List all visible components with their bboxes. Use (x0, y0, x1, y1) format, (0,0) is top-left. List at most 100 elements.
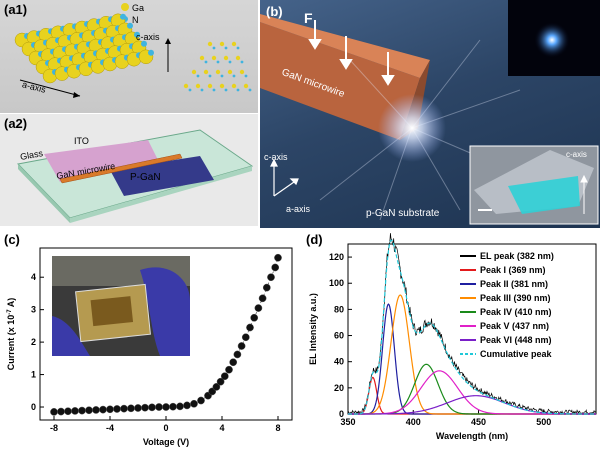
y-tick-label: 3 (31, 305, 36, 315)
legend-entry: Peak I (369 nm) (480, 265, 546, 275)
iv-point (50, 408, 58, 416)
y-axis-title: EL Intensity a.u.) (308, 293, 318, 365)
iv-point (99, 405, 107, 414)
side-n-atom (232, 74, 236, 78)
iv-chart: -8 -4 0 4 8 0 1 2 3 4 Voltage (V) Current (x 10-7 A… (6, 247, 293, 447)
panel-d-label: (d) (306, 232, 323, 247)
side-n-atom (208, 74, 212, 78)
legend-ga-dot (121, 3, 129, 11)
a-axis-arrow (19, 79, 81, 97)
el-chart: 350 400 450 500 0 20 40 60 80 100 120 Wavelength (n… (308, 233, 597, 441)
n-atom (134, 31, 140, 38)
legend-entry: Cumulative peak (480, 349, 553, 359)
iv-point (233, 350, 242, 359)
y-tick-label: 20 (334, 383, 344, 393)
iv-point (216, 377, 225, 386)
n-atom (120, 13, 126, 20)
side-ga-atom (219, 41, 225, 47)
legend-entry: Peak VI (448 nm) (480, 335, 552, 345)
panel-a1-label: (a1) (4, 2, 28, 17)
panel-c: -8 -4 0 4 8 0 1 2 3 4 Voltage (V) Current (x 10-7 A… (0, 230, 300, 451)
iv-point (274, 253, 282, 262)
side-n-atom (248, 88, 252, 92)
side-ga-atom (195, 83, 201, 89)
y-axis-title: Current (x 10-7 A) (6, 298, 16, 371)
n-atom (148, 49, 154, 56)
iv-point (271, 263, 280, 272)
legend-entry: Peak V (437 nm) (480, 321, 549, 331)
x-axis-title: Voltage (V) (143, 437, 189, 447)
legend-entry: Peak III (390 nm) (480, 293, 551, 303)
iv-point (225, 365, 233, 374)
side-ga-atom (239, 69, 245, 75)
iv-point (258, 294, 267, 303)
series-el-peak (347, 233, 597, 415)
iv-point (250, 313, 259, 322)
legend-ga: Ga (132, 3, 145, 13)
y-tick-label: 120 (329, 252, 344, 262)
substrate-label: p-GaN substrate (366, 208, 440, 219)
x-tick-label: -4 (106, 423, 114, 433)
iv-point (241, 333, 250, 342)
side-n-atom (212, 46, 216, 50)
side-n-atom (236, 46, 240, 50)
force-label: F (304, 10, 313, 26)
y-tick-label: 1 (31, 370, 36, 380)
series-peak-iv (348, 363, 596, 415)
y-tick-label: 100 (329, 278, 344, 288)
c-axis-label: c-axis (136, 32, 160, 42)
side-ga-atom (199, 55, 205, 61)
ito-label: ITO (74, 136, 89, 146)
panel-a2-label: (a2) (4, 116, 28, 131)
iv-point (64, 407, 72, 416)
iv-point (237, 342, 246, 350)
side-n-atom (200, 88, 204, 92)
c-axis-label: c-axis (264, 152, 288, 162)
glove-right (140, 267, 190, 356)
iv-point (229, 358, 238, 367)
series-peak-ii (348, 303, 596, 415)
y-tick-label: 0 (31, 402, 36, 412)
n-atom (127, 22, 133, 29)
side-n-atom (236, 88, 240, 92)
side-ga-atom (211, 55, 217, 61)
side-ga-atom (223, 55, 229, 61)
x-tick-label: 450 (471, 417, 486, 427)
iv-point (197, 396, 205, 405)
x-tick-label: 8 (275, 423, 280, 433)
series-cumulative-peak (347, 239, 597, 415)
y-tick-label: 4 (31, 272, 36, 282)
x-tick-label: -8 (50, 423, 58, 433)
side-n-atom (244, 74, 248, 78)
side-ga-atom (207, 83, 213, 89)
legend-entry: Peak II (381 nm) (480, 279, 548, 289)
glove-left (52, 316, 90, 356)
side-ga-atom (235, 55, 241, 61)
side-n-atom (224, 46, 228, 50)
iv-point (190, 399, 198, 408)
side-n-atom (212, 88, 216, 92)
x-tick-label: 350 (340, 417, 355, 427)
side-ga-atom (231, 83, 237, 89)
iv-point (155, 403, 163, 411)
device-illustration (16, 129, 254, 223)
panel-c-label: (c) (4, 232, 20, 247)
y-tick-label: 80 (334, 304, 344, 314)
x-tick-label: 4 (219, 423, 224, 433)
iv-point (212, 383, 221, 391)
side-ga-atom (219, 83, 225, 89)
series-peak-v (347, 370, 596, 415)
device-photo-inset (52, 256, 190, 356)
panel-b: (b) F GaN microwire c-axis a-axis p-GaN … (260, 0, 600, 228)
pgan-label: P-GaN (130, 172, 161, 183)
iv-point (246, 323, 254, 332)
side-n-atom (228, 60, 232, 64)
wire-illustration (260, 0, 600, 225)
legend-entry: Peak IV (410 nm) (480, 307, 552, 317)
side-n-atom (240, 60, 244, 64)
y-tick-label: 40 (334, 357, 344, 367)
iv-point (148, 403, 156, 412)
y-tick-label: 60 (334, 331, 344, 341)
side-n-atom (188, 88, 192, 92)
legend-n: N (132, 15, 139, 25)
